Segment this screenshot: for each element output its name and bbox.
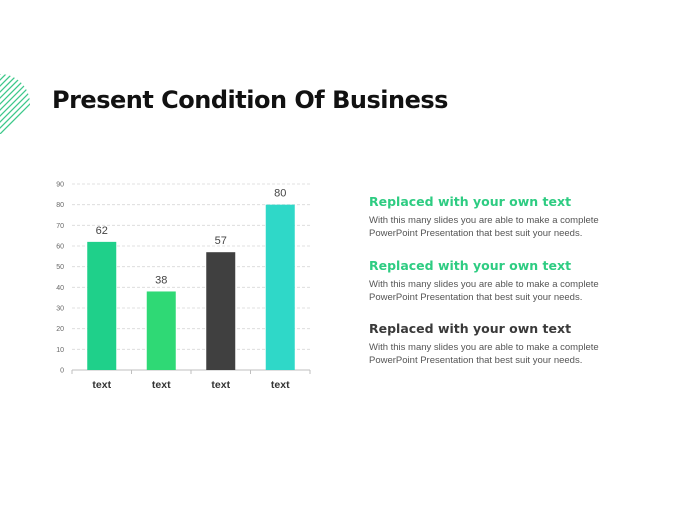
- text-panel-2: Replaced with your own text With this ma…: [369, 258, 639, 304]
- x-tick-label: text: [92, 379, 111, 391]
- bar: [265, 204, 295, 370]
- data-label: 62: [96, 225, 108, 237]
- data-label: 57: [215, 235, 227, 247]
- y-tick-label: 20: [56, 326, 64, 333]
- bar-chart: 0 10 20 30 40 50 60 70 80 90 62 text 38 text 57 text 80 t…: [56, 182, 311, 391]
- x-tick-label: text: [211, 379, 230, 391]
- panel-body: With this many slides you are able to ma…: [369, 215, 599, 239]
- y-tick-label: 0: [60, 368, 64, 375]
- panel-heading: Replaced with your own text: [369, 321, 572, 336]
- panel-body: With this many slides you are able to ma…: [369, 279, 599, 303]
- bar: [206, 252, 236, 370]
- bar: [87, 241, 117, 370]
- y-tick-label: 40: [56, 285, 64, 292]
- page-title: Present Condition Of Business: [52, 86, 448, 114]
- text-panel-1: Replaced with your own text With this ma…: [369, 194, 639, 240]
- panel-heading: Replaced with your own text: [369, 258, 572, 273]
- bar: [146, 291, 176, 370]
- text-panel-3: Replaced with your own text With this ma…: [369, 321, 639, 367]
- y-tick-label: 70: [56, 223, 64, 230]
- y-tick-label: 90: [56, 182, 64, 189]
- y-tick-label: 10: [56, 347, 64, 354]
- y-tick-label: 30: [56, 306, 64, 313]
- data-label: 38: [155, 274, 167, 286]
- x-tick-label: text: [271, 379, 290, 391]
- x-tick-label: text: [152, 379, 171, 391]
- diagonal-stripes-decoration: [0, 74, 30, 134]
- data-label: 80: [274, 188, 286, 200]
- y-tick-label: 50: [56, 264, 64, 271]
- y-tick-label: 80: [56, 202, 64, 209]
- panel-heading: Replaced with your own text: [369, 194, 572, 209]
- y-tick-label: 60: [56, 244, 64, 251]
- panel-body: With this many slides you are able to ma…: [369, 342, 599, 366]
